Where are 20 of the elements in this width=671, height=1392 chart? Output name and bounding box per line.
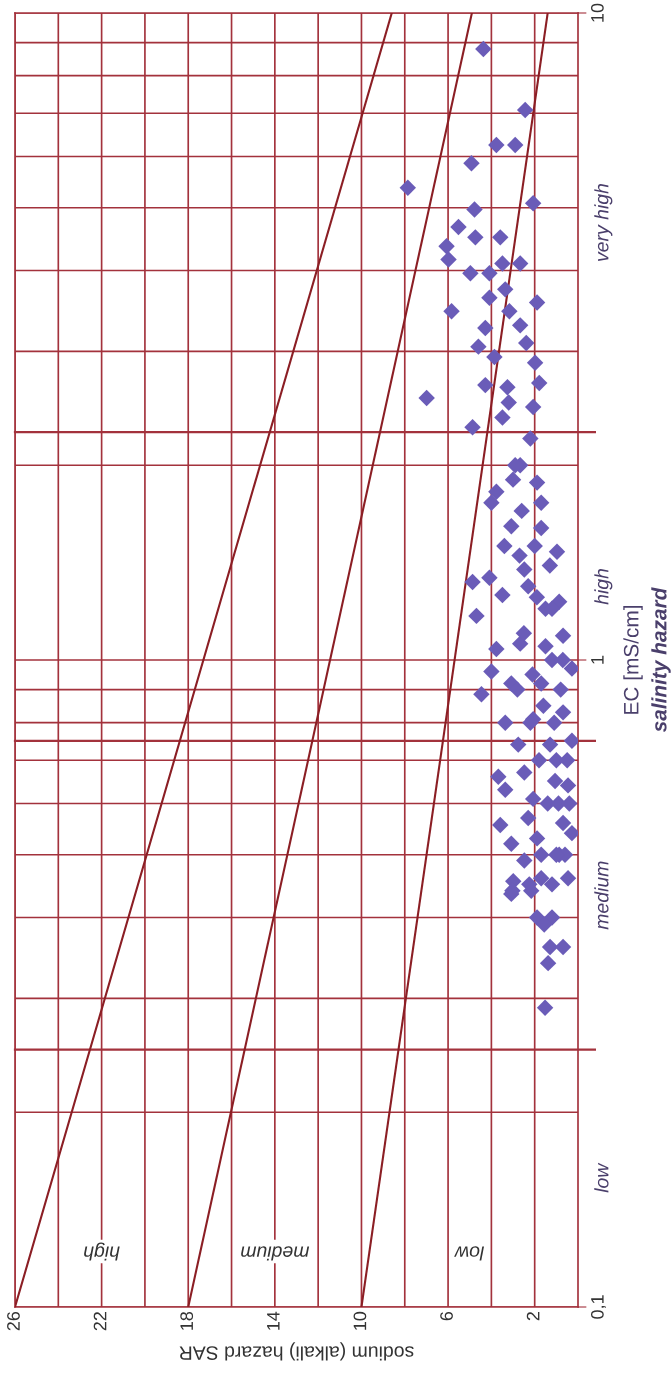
x-tick-label: 18 — [180, 1311, 194, 1330]
x-tick-label: 22 — [93, 1312, 107, 1331]
y-axis-title: EC [mS/cm] — [623, 605, 643, 714]
y-tick-label: 1 — [591, 655, 604, 664]
text: very high — [594, 184, 613, 261]
text: medium — [594, 861, 609, 930]
annotation: medium — [241, 1246, 310, 1261]
x-tick-label: 10 — [353, 1311, 367, 1330]
x-tick-label: 14 — [267, 1311, 280, 1330]
annotation: low — [454, 1246, 485, 1261]
text: high — [594, 569, 613, 605]
y-tick-label: 10 — [590, 3, 604, 22]
text: salinity hazard — [651, 587, 671, 733]
x-tick-label: 2 — [526, 1312, 540, 1321]
x-tick-label: 6 — [440, 1311, 453, 1321]
annotation: high — [84, 1242, 120, 1261]
x-tick-label: 26 — [7, 1311, 20, 1331]
text: low — [594, 1162, 609, 1193]
y-tick-label: 0,1 — [590, 1295, 606, 1319]
x-axis-title: sodium (alkali) hazard SAR — [179, 1342, 414, 1361]
